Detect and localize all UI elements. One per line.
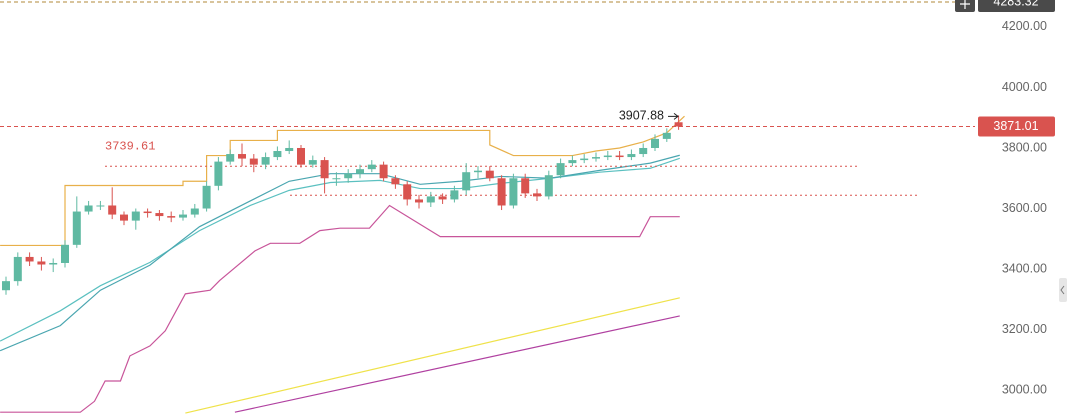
candle-body xyxy=(356,169,364,174)
candle-body xyxy=(367,164,376,170)
candle-body xyxy=(521,178,530,194)
collapse-arrow xyxy=(1060,285,1065,295)
y-tick-label: 3800.00 xyxy=(1002,140,1047,154)
y-tick-label: 4000.00 xyxy=(1002,80,1047,94)
indicator-line xyxy=(0,154,680,352)
candle-body xyxy=(415,199,423,203)
candle-body xyxy=(131,211,140,221)
candle-body xyxy=(615,155,624,158)
candle-body xyxy=(533,193,541,197)
candle-body xyxy=(108,205,117,215)
candle-body xyxy=(226,154,235,162)
candle-body xyxy=(580,158,589,161)
indicator-line xyxy=(0,115,685,247)
candle-body xyxy=(651,138,659,148)
candle-body xyxy=(167,216,176,218)
candle-body xyxy=(627,154,636,158)
candle-body xyxy=(438,196,447,200)
candle-body xyxy=(426,196,435,203)
candle-body xyxy=(61,244,69,263)
candle-body xyxy=(568,160,577,164)
candle-body xyxy=(13,256,22,282)
price-tag xyxy=(978,0,1055,12)
candle-body xyxy=(320,160,329,179)
candle-body xyxy=(120,214,128,221)
candle-body xyxy=(379,164,388,179)
candle-body xyxy=(332,178,341,180)
indicator-line xyxy=(0,157,680,342)
candle-body xyxy=(190,208,199,215)
level-label: 3739.61 xyxy=(105,139,155,153)
indicator-line xyxy=(0,204,680,413)
candle-body xyxy=(214,161,223,186)
candle-body xyxy=(544,175,553,197)
y-tick-label: 3200.00 xyxy=(1002,322,1047,336)
candle-body xyxy=(249,158,258,165)
candle-body xyxy=(179,214,187,218)
candle-body xyxy=(450,190,459,200)
y-tick-label: 3000.00 xyxy=(1002,382,1047,396)
candle-body xyxy=(497,178,506,206)
annotation-label: 3907.88 xyxy=(619,109,664,123)
candle-body xyxy=(485,170,494,179)
y-tick-label: 4200.00 xyxy=(1002,19,1047,33)
candle-body xyxy=(37,261,46,265)
y-tick-label: 3400.00 xyxy=(1002,261,1047,275)
candle-body xyxy=(49,262,58,265)
candle-body xyxy=(674,122,683,127)
plus-icon xyxy=(960,0,970,9)
candle-body xyxy=(297,147,305,165)
candle-body xyxy=(202,185,211,209)
candle-body xyxy=(2,281,10,291)
price-tag xyxy=(978,116,1055,137)
candle-body xyxy=(592,157,600,159)
candle-body xyxy=(155,213,164,217)
candle-body xyxy=(474,170,482,173)
candle-body xyxy=(72,211,81,245)
indicator-line xyxy=(185,297,680,414)
candle-body xyxy=(273,151,282,158)
candle-body xyxy=(509,178,518,206)
candle-body xyxy=(403,184,412,200)
price-tag-label: 3871.01 xyxy=(993,119,1038,133)
candle-body xyxy=(308,160,317,165)
candle-body xyxy=(603,155,612,158)
price-tag-label: 4283.32 xyxy=(993,0,1038,8)
candle-body xyxy=(261,157,270,165)
candle-body xyxy=(391,178,400,185)
candle-body xyxy=(662,132,671,139)
collapse-handle[interactable] xyxy=(1059,278,1067,302)
candle-body xyxy=(84,205,93,212)
plot-area: 3739.61 3907.88 xyxy=(0,1,975,414)
candle-body xyxy=(25,256,34,262)
candle-body xyxy=(143,211,152,214)
candle-body xyxy=(462,172,471,191)
candle-body xyxy=(639,147,648,155)
price-axis: 3000.00 3200.00 3400.00 3600.00 3800.00 4000.… xyxy=(978,0,1055,396)
candle-body xyxy=(238,154,246,159)
candle-body xyxy=(344,173,353,179)
candle-body xyxy=(96,205,105,207)
y-tick-label: 3600.00 xyxy=(1002,201,1047,215)
indicator-line xyxy=(234,315,680,413)
annotation-arrow xyxy=(668,112,679,120)
candle-body xyxy=(285,147,294,152)
candle-body xyxy=(556,163,565,176)
